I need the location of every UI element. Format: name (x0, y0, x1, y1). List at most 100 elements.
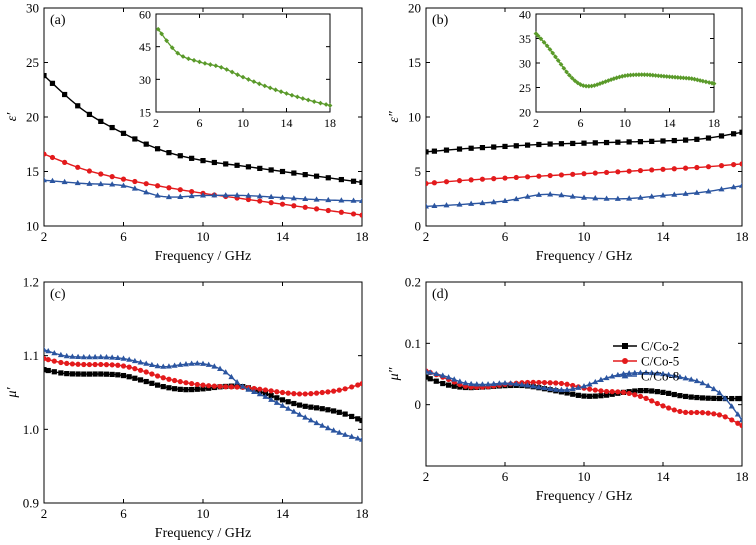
series-marker (109, 362, 115, 368)
series-marker (262, 393, 269, 399)
series-marker (558, 386, 565, 393)
series-marker (338, 209, 344, 215)
y-tick-label: 20 (519, 106, 531, 120)
series-marker (228, 373, 235, 380)
series-marker (194, 381, 200, 388)
series-marker (671, 407, 677, 413)
series-marker (183, 380, 189, 386)
series-marker (431, 202, 438, 209)
series-marker (643, 388, 649, 394)
series-marker (575, 384, 582, 390)
x-axis-title: Frequency / GHz (155, 526, 251, 541)
series-marker (98, 361, 104, 368)
inset-marker (318, 100, 323, 106)
series-marker (649, 398, 655, 404)
series-marker (126, 356, 133, 362)
series-marker (665, 371, 672, 377)
series-marker (632, 392, 638, 398)
series-marker (496, 380, 503, 386)
series-marker (570, 382, 576, 389)
series-marker (44, 177, 47, 183)
x-tick-label: 10 (237, 116, 249, 130)
y-axis-title: μ′ (5, 387, 20, 399)
series-marker (62, 159, 68, 165)
series-marker (324, 424, 331, 431)
inset-marker (278, 89, 284, 95)
series-marker (632, 388, 638, 394)
y-tick-label: 30 (139, 73, 151, 87)
series-marker (547, 172, 553, 179)
series-marker (109, 181, 116, 187)
series-marker (92, 361, 98, 368)
y-tick-label: 35 (519, 32, 531, 46)
series-marker (143, 141, 149, 147)
series-marker (313, 206, 320, 212)
series-marker (359, 179, 362, 185)
series-marker (160, 384, 166, 390)
series-marker (711, 395, 717, 401)
y-tick-label: 5 (415, 164, 422, 179)
inset-marker (202, 60, 208, 66)
y-tick-label: 1.0 (23, 422, 39, 437)
series-marker (462, 380, 469, 386)
series-marker (592, 387, 598, 393)
series-marker (552, 386, 559, 392)
series-marker (188, 192, 195, 199)
series-marker (325, 407, 331, 413)
legend-item: C/Co-2 (613, 339, 679, 354)
series-marker (336, 429, 343, 435)
series-marker (154, 183, 161, 189)
series-marker (257, 165, 263, 171)
inset-marker (639, 72, 645, 78)
inset-marker (547, 46, 553, 52)
inset-marker (578, 82, 583, 87)
series-marker (211, 192, 218, 198)
series-marker (171, 362, 178, 368)
inset-marker (155, 26, 161, 32)
legend-item: C/Co-8 (613, 369, 679, 384)
inset-marker (553, 54, 558, 60)
series-c-co-8 (426, 368, 742, 423)
legend-marker (621, 372, 629, 379)
series-marker (711, 411, 717, 417)
inset-marker (300, 96, 306, 101)
inset-marker (658, 73, 664, 79)
series-marker (251, 385, 257, 392)
inset-marker (608, 77, 614, 83)
series-marker (524, 174, 531, 180)
series-marker (120, 372, 127, 379)
x-tick-label: 10 (197, 506, 210, 521)
inset-marker (689, 76, 695, 82)
y-tick-label: 10 (408, 110, 421, 125)
inset-marker (284, 91, 289, 96)
series-marker (154, 192, 161, 198)
series-marker (426, 374, 429, 380)
series-marker (109, 124, 115, 131)
series-marker (705, 410, 711, 416)
series-marker (456, 178, 463, 184)
series-marker (131, 357, 138, 364)
series-marker (603, 374, 610, 381)
inset-marker (538, 36, 544, 42)
series-marker (342, 411, 348, 417)
series-marker (245, 192, 252, 198)
series-marker (75, 371, 81, 377)
series-c-co-2 (426, 374, 742, 402)
panel-tag: (a) (50, 13, 66, 28)
legend: C/Co-2C/Co-5C/Co-8 (613, 339, 679, 384)
inset-marker (630, 72, 636, 78)
series-marker (131, 185, 138, 191)
series-marker (69, 361, 75, 367)
series-marker (694, 394, 700, 401)
chart-panel-2: 2 6 10 14 18 0 5 10 15 20 (b) Frequency / GHz ε″ 2 6 10… (387, 1, 749, 265)
y-tick-label: 1.1 (23, 348, 39, 363)
series-marker (205, 361, 212, 367)
inset-marker (197, 59, 202, 65)
series-marker (154, 362, 161, 369)
series-marker (132, 136, 138, 142)
series-marker (705, 135, 712, 141)
inset-marker (294, 94, 300, 100)
x-tick-label: 10 (578, 229, 591, 244)
series-marker (302, 403, 308, 409)
